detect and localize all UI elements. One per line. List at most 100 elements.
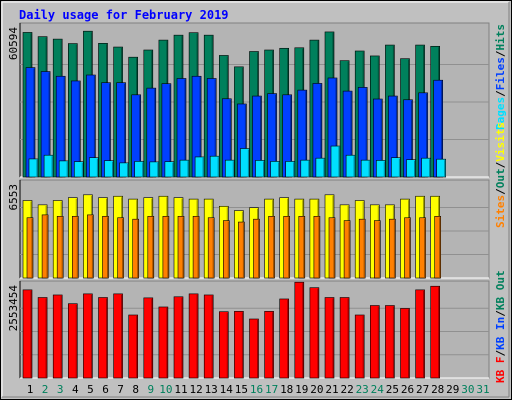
legend-1: Sites/Out/Visits: [494, 122, 507, 228]
bar-kb-f-day-25: [385, 305, 395, 379]
day-label-13: 13: [205, 383, 218, 396]
bar-pages-day-25: [391, 157, 401, 178]
bar-sites-day-17: [268, 216, 275, 279]
legend-item-hits: Hits: [494, 24, 507, 51]
bar-pages-day-9: [149, 161, 160, 178]
legend-0: Pages/Files/Hits: [494, 24, 507, 130]
bar-sites-day-6: [102, 216, 109, 279]
bar-pages-day-18: [285, 161, 296, 178]
day-label-21: 21: [325, 383, 338, 396]
day-label-4: 4: [72, 383, 79, 396]
day-label-15: 15: [235, 383, 248, 396]
bar-pages-day-28: [436, 158, 447, 178]
bar-pages-day-6: [104, 160, 114, 178]
bar-kb-f-day-8: [128, 314, 138, 379]
day-label-24: 24: [371, 383, 385, 396]
bar-sites-day-16: [253, 218, 260, 279]
day-label-23: 23: [356, 383, 369, 396]
bar-kb-f-day-5: [83, 293, 93, 379]
bar-sites-day-9: [147, 216, 155, 279]
bar-pages-day-21: [330, 145, 341, 178]
bar-kb-f-day-21: [324, 297, 335, 379]
chart-title: Daily usage for February 2019: [19, 8, 229, 22]
legend-item-files: Files: [494, 57, 507, 90]
bar-kb-f-day-1: [22, 289, 33, 379]
legend-item-out: Out: [494, 168, 507, 188]
day-label-30: 30: [461, 383, 474, 396]
bar-kb-f-day-7: [113, 293, 123, 379]
bar-kb-f-day-28: [430, 285, 441, 379]
bar-sites-day-2: [41, 214, 49, 279]
day-label-1: 1: [27, 383, 34, 396]
legend-item-visits: Visits: [494, 122, 507, 162]
bar-sites-day-10: [162, 216, 170, 279]
bar-sites-day-24: [373, 220, 381, 279]
bar-sites-day-13: [207, 217, 215, 279]
bar-sites-day-4: [72, 216, 79, 279]
bar-pages-day-17: [270, 161, 280, 178]
bar-kb-f-day-15: [234, 311, 244, 379]
bar-sites-day-25: [389, 218, 396, 279]
legend-separator: /: [494, 350, 507, 357]
bar-kb-f-day-19: [294, 281, 305, 379]
y-tick-labels: 60594 6553 2553454: [7, 27, 20, 332]
day-label-20: 20: [310, 383, 323, 396]
bar-pages-day-4: [74, 161, 84, 178]
y-tick-label: 2553454: [7, 285, 20, 332]
bars: [22, 30, 447, 379]
day-label-8: 8: [132, 383, 139, 396]
legend-separator: /: [494, 90, 507, 97]
bar-pages-day-7: [119, 162, 129, 178]
bar-kb-f-day-9: [143, 297, 154, 379]
day-label-14: 14: [220, 383, 234, 396]
bar-kb-f-day-11: [173, 296, 184, 379]
bar-sites-day-3: [56, 216, 64, 279]
bar-pages-day-5: [89, 157, 99, 178]
legend-separator: /: [494, 310, 507, 317]
bar-kb-f-day-4: [68, 303, 78, 379]
bar-pages-day-11: [179, 159, 190, 178]
legend-item-sites: Sites: [494, 195, 507, 228]
bar-pages-day-22: [345, 154, 356, 178]
day-label-7: 7: [117, 383, 124, 396]
bar-sites-day-12: [192, 216, 200, 279]
bar-sites-day-1: [26, 217, 34, 279]
legend-separator: /: [494, 188, 507, 195]
legend-2: KB F/KB In/KB Out: [494, 270, 507, 383]
bar-sites-day-23: [358, 218, 366, 279]
day-label-28: 28: [431, 383, 444, 396]
bar-sites-day-21: [328, 217, 336, 279]
bar-pages-day-27: [421, 157, 431, 178]
bar-pages-day-3: [58, 160, 69, 178]
bar-pages-day-23: [360, 159, 371, 178]
bar-pages-day-14: [225, 159, 235, 178]
bar-sites-day-8: [132, 218, 139, 279]
bar-sites-day-11: [177, 216, 185, 279]
bar-sites-day-15: [238, 221, 245, 279]
legend-separator: /: [494, 50, 507, 57]
bar-kb-f-day-18: [279, 298, 290, 379]
bar-pages-day-10: [164, 161, 175, 178]
day-label-5: 5: [87, 383, 94, 396]
legend-item-kb-f: KB F: [494, 357, 507, 384]
bar-kb-f-day-22: [339, 297, 350, 379]
bar-kb-f-day-12: [188, 293, 199, 379]
day-label-29: 29: [446, 383, 459, 396]
bar-sites-day-19: [298, 216, 306, 279]
day-label-3: 3: [57, 383, 64, 396]
bar-kb-f-day-6: [98, 297, 108, 379]
bar-pages-day-26: [406, 159, 416, 178]
bar-kb-f-day-2: [37, 297, 48, 379]
day-label-27: 27: [416, 383, 429, 396]
bar-pages-day-1: [28, 158, 39, 178]
bar-pages-day-20: [315, 157, 326, 178]
day-label-18: 18: [280, 383, 293, 396]
bar-sites-day-14: [223, 220, 230, 279]
bar-sites-day-18: [283, 216, 291, 279]
bar-pages-day-2: [43, 154, 54, 178]
bar-kb-f-day-14: [219, 311, 229, 379]
bar-sites-day-5: [87, 214, 94, 279]
day-label-22: 22: [340, 383, 353, 396]
